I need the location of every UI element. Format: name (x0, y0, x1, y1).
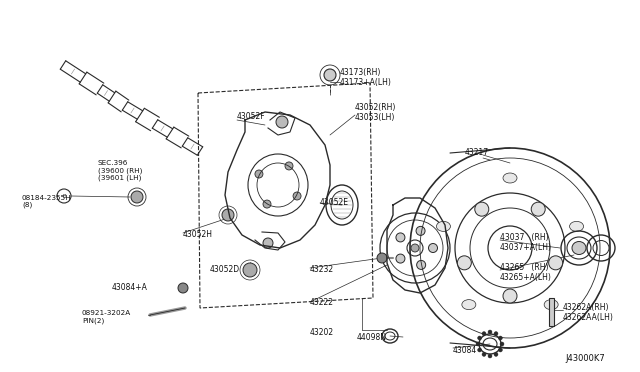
Circle shape (396, 233, 405, 242)
Circle shape (475, 202, 489, 216)
Circle shape (477, 348, 482, 352)
Circle shape (500, 342, 504, 346)
Circle shape (494, 331, 498, 336)
Circle shape (548, 256, 563, 270)
Bar (549, 298, 554, 326)
Ellipse shape (436, 221, 451, 231)
Circle shape (503, 289, 517, 303)
Circle shape (417, 260, 426, 269)
Text: 43217: 43217 (465, 148, 489, 157)
Text: 43052(RH)
43053(LH): 43052(RH) 43053(LH) (355, 103, 396, 122)
Circle shape (482, 331, 486, 336)
Text: 43084+A: 43084+A (112, 283, 148, 292)
Ellipse shape (544, 299, 558, 310)
Circle shape (293, 192, 301, 200)
Circle shape (285, 162, 293, 170)
Circle shape (263, 200, 271, 208)
Text: 44098N: 44098N (357, 333, 387, 342)
Circle shape (131, 191, 143, 203)
Text: 43052H: 43052H (183, 230, 213, 239)
Circle shape (324, 69, 336, 81)
Circle shape (477, 336, 482, 340)
Text: 43222: 43222 (310, 298, 334, 307)
Circle shape (263, 238, 273, 248)
Text: B: B (62, 193, 66, 199)
Text: SEC.396
(39600 (RH)
(39601 (LH): SEC.396 (39600 (RH) (39601 (LH) (98, 160, 142, 181)
Circle shape (411, 244, 419, 252)
Circle shape (396, 254, 405, 263)
Circle shape (531, 202, 545, 216)
Circle shape (499, 348, 502, 352)
Circle shape (276, 116, 288, 128)
Ellipse shape (570, 221, 584, 231)
Text: 43262A(RH)
43262AA(LH): 43262A(RH) 43262AA(LH) (563, 303, 614, 323)
Circle shape (494, 352, 498, 356)
Circle shape (488, 354, 492, 358)
Text: 43052D: 43052D (210, 265, 240, 274)
Text: 43232: 43232 (310, 265, 334, 274)
Text: 43084: 43084 (453, 346, 477, 355)
Text: 43037   (RH)
43037+A(LH): 43037 (RH) 43037+A(LH) (500, 233, 552, 252)
Circle shape (458, 256, 471, 270)
Text: 43173(RH)
43173+A(LH): 43173(RH) 43173+A(LH) (340, 68, 392, 87)
Circle shape (476, 342, 480, 346)
Circle shape (482, 352, 486, 356)
Circle shape (255, 170, 263, 178)
Circle shape (377, 253, 387, 263)
Circle shape (416, 227, 425, 235)
Ellipse shape (503, 173, 517, 183)
Ellipse shape (462, 299, 476, 310)
Circle shape (243, 263, 257, 277)
Circle shape (429, 244, 438, 253)
Circle shape (178, 283, 188, 293)
Text: J43000K7: J43000K7 (565, 354, 605, 363)
Text: 43202: 43202 (310, 328, 334, 337)
Text: 43052E: 43052E (320, 198, 349, 207)
Ellipse shape (572, 241, 586, 254)
Text: 43052F: 43052F (237, 112, 266, 121)
Circle shape (499, 336, 502, 340)
Text: 08184-2355H
(8): 08184-2355H (8) (22, 195, 72, 208)
Text: 43265   (RH)
43265+A(LH): 43265 (RH) 43265+A(LH) (500, 263, 552, 282)
Text: 08921-3202A
PIN(2): 08921-3202A PIN(2) (82, 310, 131, 324)
Circle shape (222, 209, 234, 221)
Circle shape (488, 330, 492, 334)
